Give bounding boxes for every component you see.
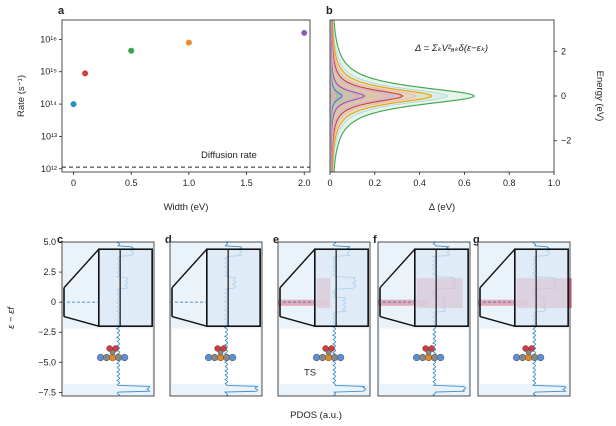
panel-b-curve: [330, 20, 336, 172]
panel-a-ytick-label: 10¹⁵: [40, 67, 57, 77]
panel-label-g: g: [473, 234, 480, 246]
pdos-ytick-label: 0: [51, 297, 56, 307]
pdos-inset-box: [98, 248, 153, 328]
pdos-inset-box: [206, 248, 261, 328]
panel-b-fill: [330, 20, 343, 172]
panel-b-xtick-label: 0.2: [369, 178, 382, 188]
pdos-zoom-line: [479, 248, 516, 289]
panel-b-ytick-label: −2: [561, 136, 571, 146]
panel-b-curve: [331, 20, 433, 172]
pdos-ytick-label: 5.0: [43, 237, 56, 247]
panel-label-b: b: [326, 5, 333, 17]
panel-a-ytick-label: 10¹⁶: [40, 34, 57, 44]
panel-label-a: a: [58, 5, 65, 17]
panel-a-xlabel: Width (eV): [164, 202, 209, 213]
pdos-frame: [477, 241, 571, 397]
pdos-inset-box: [513, 248, 569, 328]
panel-b-fill: [330, 20, 365, 172]
panel-a-ytick-label: 10¹²: [41, 164, 57, 174]
panel-b-fill: [330, 20, 416, 172]
pdos-frame: [277, 241, 371, 397]
pdos-xlabel: PDOS (a.u.): [290, 410, 342, 421]
panel-b-chart: 0 0.2 0.4 0.6 0.8 1.0 20−2 Δ = ΣₖV²ₐₖδ(ε−εₖ) …: [327, 19, 605, 213]
pdos-inset-box: [413, 248, 469, 328]
panel-b-curve: [331, 20, 417, 172]
pdos-zoom-line: [379, 315, 415, 327]
panel-b-xtick-label: 0.8: [503, 178, 516, 188]
pdos-panel-e: e TS: [273, 234, 371, 397]
pdos-ytick-label: −5.0: [38, 357, 56, 367]
panel-b-xtick-label: 0.4: [413, 178, 426, 188]
pdos-zoom-line: [479, 315, 515, 327]
pdos-panel-g: g: [473, 234, 572, 397]
panel-label-f: f: [373, 234, 377, 246]
panel-b-ylabel: Energy (eV): [594, 71, 605, 122]
pdos-ylabel: ε − εf: [6, 306, 17, 329]
panel-b-fill: [330, 20, 448, 172]
panel-a-ylabel: Rate (s⁻¹): [16, 75, 27, 117]
pdos-zoom-line: [379, 248, 416, 289]
pdos-frame: [377, 241, 471, 397]
panel-a-point: [82, 70, 89, 77]
panel-b-xlabel: Δ (eV): [429, 202, 455, 213]
panel-b-xtick-label: 0.6: [458, 178, 471, 188]
pdos-zoom-line: [171, 315, 207, 327]
pdos-fermi-band: [378, 299, 429, 306]
panel-a-chart: 0 0.5 1.0 1.5 2.0 10¹² 10¹³ 10¹⁴ 10¹⁵ 10¹⁶ Diffu…: [16, 19, 311, 213]
panel-a-xtick-label: 1.5: [240, 178, 253, 188]
panel-a-point: [185, 39, 192, 46]
pdos-zoom-line: [279, 315, 315, 327]
panel-a-xtick-label: 0: [71, 178, 76, 188]
pdos-inset-box: [313, 248, 369, 328]
panel-a-frame: [61, 19, 311, 173]
pdos-zoom-line: [63, 248, 100, 289]
pdos-zoom-line: [63, 315, 99, 327]
panel-a-xtick-label: 2.0: [298, 178, 311, 188]
panel-a-xtick-label: 0.5: [125, 178, 138, 188]
panel-b-fill: [330, 20, 394, 172]
diffusion-rate-label: Diffusion rate: [201, 150, 257, 161]
panel-b-xtick-label: 0: [327, 178, 332, 188]
pdos-zoom-line: [279, 248, 316, 289]
molecule-icon: [313, 345, 345, 362]
panel-a-point: [70, 101, 77, 108]
pdos-frame: [169, 241, 263, 397]
panel-b-fill: [330, 20, 381, 172]
panel-b-curve: [333, 20, 476, 172]
panel-b-fill: [330, 20, 403, 172]
panel-label-c: c: [57, 234, 63, 246]
molecule-icon: [413, 345, 445, 362]
molecule-icon: [96, 345, 129, 362]
molecule-icon: [205, 345, 237, 362]
pdos-ytick-label: 2.5: [43, 267, 56, 277]
pdos-panels: c d e TS f g: [57, 234, 572, 397]
panel-a-ytick-label: 10¹³: [41, 131, 57, 141]
panel-b-ytick-label: 2: [561, 46, 566, 56]
pdos-ytick-label: −7.5: [38, 387, 56, 397]
pdos-zoom-line: [171, 248, 208, 289]
panel-a-point: [301, 29, 308, 36]
panel-b-curve: [332, 20, 449, 172]
panel-a-ytick-label: 10¹⁴: [40, 99, 57, 109]
pdos-fermi-band: [278, 299, 329, 306]
molecule-icon: [512, 345, 545, 362]
pdos-frame: [61, 241, 155, 397]
panel-b-xtick-label: 1.0: [548, 178, 561, 188]
panel-label-e: e: [273, 234, 279, 246]
pdos-ytick-label: −2.5: [38, 327, 56, 337]
panel-label-d: d: [165, 234, 172, 246]
panel-b-ytick-label: 0: [561, 91, 566, 101]
pdos-panel-f: f: [373, 234, 471, 397]
panel-b-formula: Δ = ΣₖV²ₐₖδ(ε−εₖ): [414, 43, 488, 54]
pdos-fermi-band: [478, 299, 529, 306]
panel-b-fill: [330, 20, 336, 172]
ts-label: TS: [304, 368, 316, 379]
panel-a-xtick-label: 1.0: [183, 178, 196, 188]
pdos-panel-d: d: [165, 234, 263, 397]
panel-a-point: [128, 47, 135, 54]
pdos-panel-c: c: [57, 234, 155, 397]
